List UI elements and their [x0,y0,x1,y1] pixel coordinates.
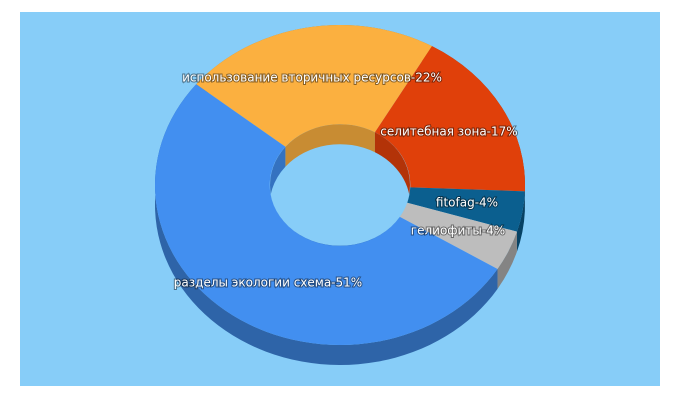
slice-label: fitofag-4% [436,196,498,210]
slice [399,202,517,269]
slice [407,187,525,232]
slice-label: гелиофиты-4% [411,224,505,238]
slice-label: использование вторичных ресурсов-22% [182,71,442,85]
slice [196,24,432,147]
slice-label: селитебная зона-17% [380,125,517,139]
slice-inner-side [285,124,375,167]
slice [374,46,525,192]
slice-side [516,191,525,252]
slice [155,84,498,345]
slice-inner-side [270,146,400,246]
slice-side [497,231,517,289]
slice-inner-side [374,132,410,208]
slice-label: разделы экологии схема-51% [174,276,362,290]
